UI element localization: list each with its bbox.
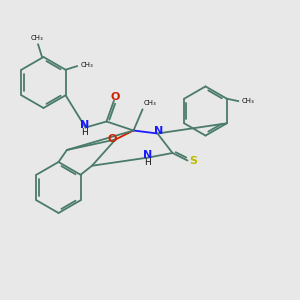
Text: O: O	[107, 134, 117, 144]
Text: CH₃: CH₃	[242, 98, 255, 104]
Text: CH₃: CH₃	[144, 100, 157, 106]
Text: CH₃: CH₃	[81, 62, 93, 68]
Text: N: N	[80, 120, 89, 130]
Text: N: N	[143, 150, 152, 160]
Text: S: S	[189, 156, 197, 167]
Text: CH₃: CH₃	[31, 35, 43, 41]
Text: H: H	[81, 128, 88, 137]
Text: O: O	[110, 92, 120, 102]
Text: H: H	[144, 158, 151, 167]
Text: N: N	[154, 126, 164, 136]
